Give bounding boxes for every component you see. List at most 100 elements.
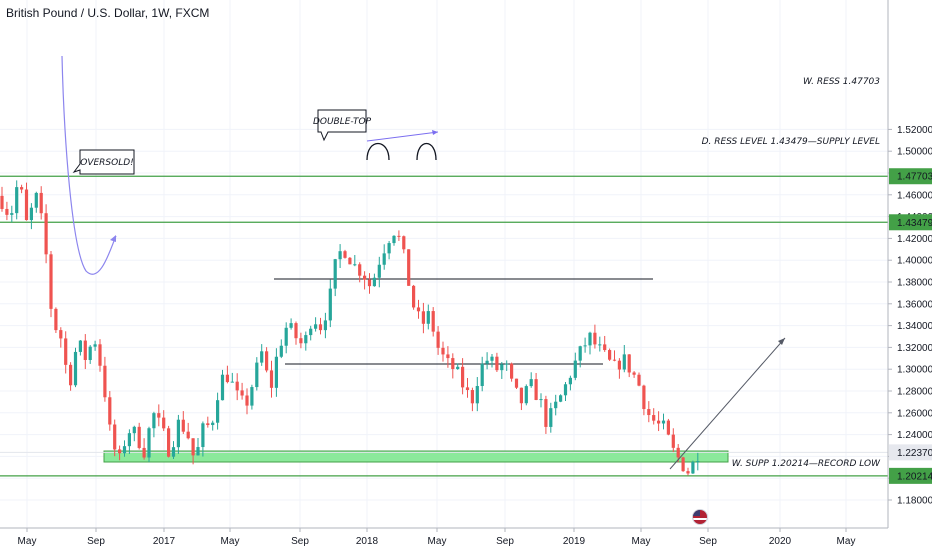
candle-body xyxy=(314,324,318,329)
candle-body xyxy=(676,447,680,458)
candle-body xyxy=(343,251,347,258)
chart-title: British Pound / U.S. Dollar, 1W, FXCM xyxy=(6,6,210,20)
candle-body xyxy=(289,323,293,328)
candle-body xyxy=(353,264,357,266)
candle-body xyxy=(20,187,24,190)
price-axis[interactable]: 1.180001.200001.220001.240001.260001.280… xyxy=(887,0,932,528)
candle-body xyxy=(171,447,176,457)
candle-body xyxy=(407,249,411,286)
candle-body xyxy=(147,428,151,458)
candle-body xyxy=(49,254,53,309)
candle-body xyxy=(250,387,254,406)
candle-body xyxy=(181,419,185,432)
candle-body xyxy=(44,213,48,255)
candle-body xyxy=(230,381,234,383)
candle-body xyxy=(240,390,244,396)
level-price-tag xyxy=(889,467,932,484)
candle-body xyxy=(598,344,602,346)
candle-body xyxy=(309,328,313,336)
y-tick-label: 1.40000 xyxy=(897,256,932,267)
y-tick-label: 1.38000 xyxy=(897,278,932,289)
candle-body xyxy=(323,320,327,331)
candle-body xyxy=(495,356,499,371)
candle-body xyxy=(559,395,563,402)
candle-body xyxy=(691,461,695,474)
candle-body xyxy=(83,340,87,360)
candle-body xyxy=(88,346,92,360)
candle-body xyxy=(348,257,352,265)
w-supp-label: W. SUPP 1.20214—RECORD LOW xyxy=(732,459,881,469)
candle-body xyxy=(578,346,582,361)
candle-body xyxy=(666,420,670,435)
candle-body xyxy=(377,264,381,278)
level-price-tag xyxy=(889,214,932,231)
candle-body xyxy=(657,420,661,424)
candle-body xyxy=(500,364,504,371)
candle-body xyxy=(108,397,112,425)
candle-body xyxy=(363,275,367,280)
candle-body xyxy=(490,356,494,361)
time-axis[interactable]: May Sep 2017 May Sep 2018 May Sep 2019 May Sep 2020… xyxy=(0,527,888,547)
support-zone xyxy=(103,450,729,463)
candle-body xyxy=(426,311,430,324)
candle-body xyxy=(358,264,362,276)
candle-body xyxy=(73,351,78,386)
candle-body xyxy=(563,384,568,396)
candle-body xyxy=(5,208,9,215)
candle-body xyxy=(176,419,180,448)
candle-body xyxy=(402,236,406,250)
candle-body xyxy=(235,381,239,391)
candle-body xyxy=(534,379,538,400)
y-tick-label: 1.18000 xyxy=(897,496,932,507)
candle-body xyxy=(441,347,445,355)
candle-body xyxy=(367,279,372,287)
candle-body xyxy=(397,235,401,237)
candle-body xyxy=(647,409,651,416)
candle-body xyxy=(78,340,82,352)
candle-body xyxy=(617,360,621,370)
candle-body xyxy=(696,461,700,463)
candle-body xyxy=(225,374,229,383)
y-tick-label: 1.36000 xyxy=(897,299,932,310)
y-tick-label: 1.32000 xyxy=(897,343,932,354)
x-tick-label: Sep xyxy=(699,536,717,547)
y-tick-label: 1.46000 xyxy=(897,190,932,201)
candle-body xyxy=(412,285,416,308)
candle-body xyxy=(529,379,533,387)
x-tick-label: May xyxy=(837,536,856,547)
candle-body xyxy=(510,363,514,379)
candle-body xyxy=(201,423,205,448)
candle-body xyxy=(392,235,396,244)
candle-body xyxy=(465,387,470,391)
oversold-label: OVERSOLD! xyxy=(80,158,134,168)
candle-body xyxy=(113,424,117,450)
candle-body xyxy=(544,399,548,427)
candle-body xyxy=(269,370,274,388)
candle-body xyxy=(681,457,685,472)
candle-body xyxy=(29,207,33,221)
x-tick-label: May xyxy=(632,536,651,547)
candle-body xyxy=(142,447,146,458)
candle-body xyxy=(461,366,465,388)
y-tick-label: 1.30000 xyxy=(897,365,932,376)
range-lines xyxy=(274,278,653,365)
candle-body xyxy=(54,308,58,331)
candle-body xyxy=(137,426,141,448)
double-top-callout: DOUBLE-TOP xyxy=(313,109,372,142)
candle-body xyxy=(632,372,636,375)
candle-body xyxy=(304,335,308,344)
candle-body xyxy=(157,413,161,418)
candle-body xyxy=(216,400,220,423)
candle-body xyxy=(387,243,391,254)
trend-arrow xyxy=(669,337,786,470)
y-tick-label: 1.28000 xyxy=(897,387,932,398)
candle-body xyxy=(245,395,249,406)
candle-body xyxy=(34,192,38,208)
oversold-arrow xyxy=(61,55,117,275)
candle-body xyxy=(318,324,323,331)
candle-body xyxy=(622,354,626,370)
candle-body xyxy=(338,251,342,260)
d-ress-label: D. RESS LEVEL 1.43479—SUPPLY LEVEL xyxy=(702,137,880,147)
candle-body xyxy=(431,311,435,332)
